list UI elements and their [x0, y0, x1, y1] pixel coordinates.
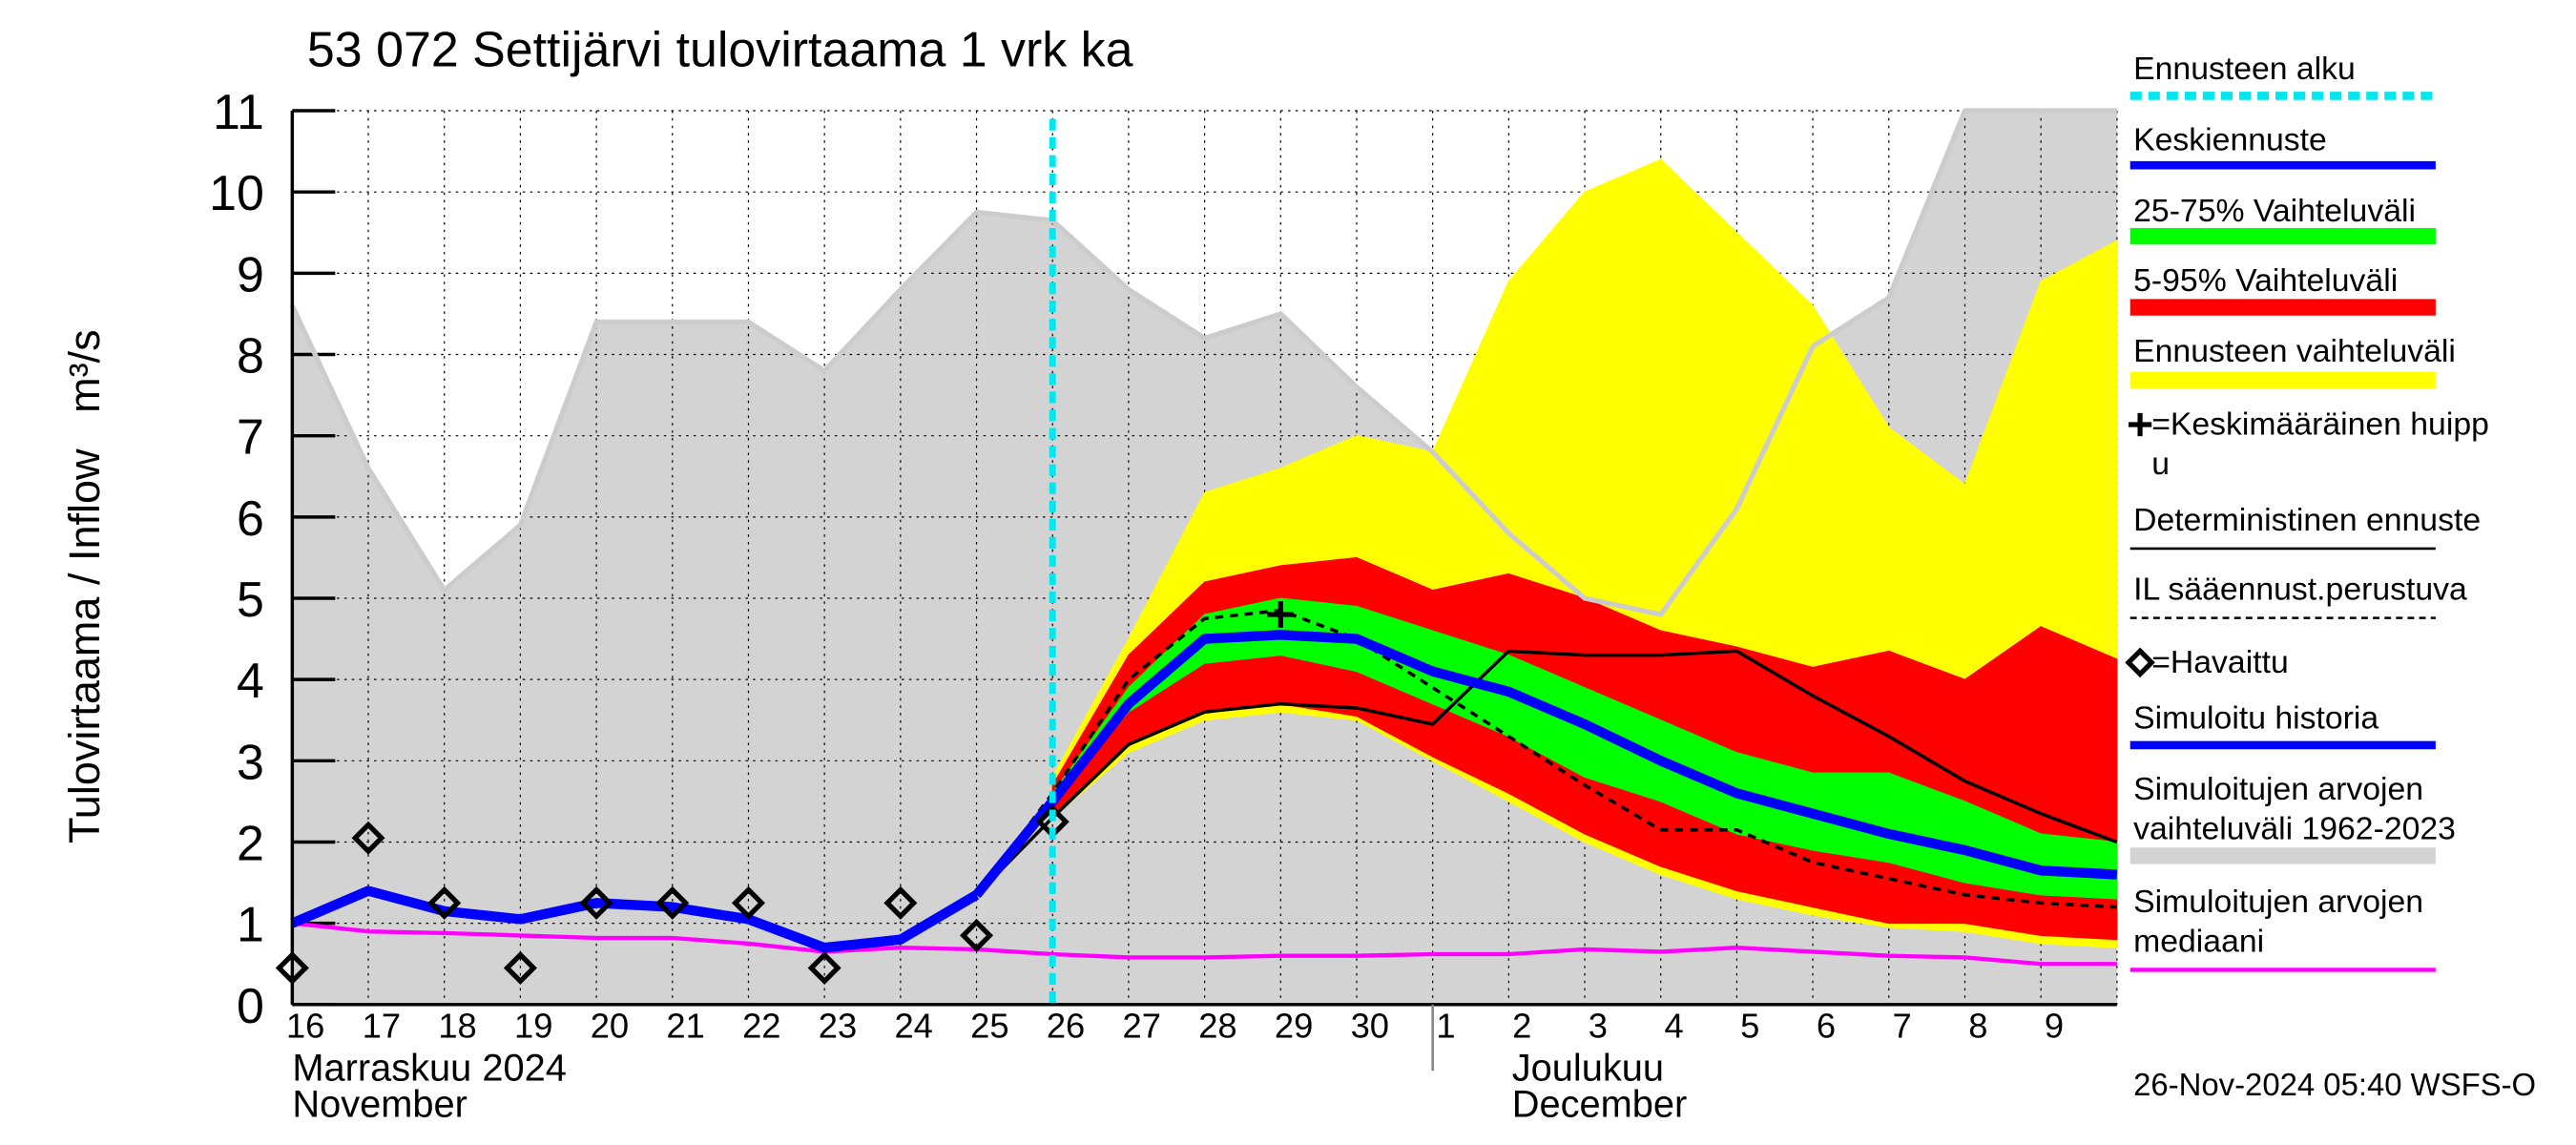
x-tick-label: 30: [1351, 1006, 1389, 1045]
month-label: Joulukuu: [1512, 1047, 1664, 1089]
legend-label: =Havaittu: [2151, 644, 2289, 681]
legend-label: Simuloitujen arvojen mediaani: [2133, 884, 2424, 961]
x-tick-label: 19: [514, 1006, 552, 1045]
mean-forecast-line: [972, 630, 2118, 899]
legend-entry: Keskiennuste: [2133, 122, 2327, 159]
legend-entry: =Keskimääräinen huippu: [2151, 406, 2489, 483]
x-tick-label: 2: [1512, 1006, 1531, 1045]
y-tick-label: 10: [209, 166, 264, 221]
legend-entry: Simuloitujen arvojen mediaani: [2133, 884, 2424, 961]
x-tick-label: 24: [894, 1006, 932, 1045]
legend-label: Keskiennuste: [2133, 122, 2327, 159]
observed-marker: [351, 821, 385, 855]
x-tick-label: 8: [1968, 1006, 1987, 1045]
y-tick-label: 4: [237, 654, 264, 709]
observed-marker: [503, 950, 537, 986]
legend-label: 5-95% Vaihteluväli: [2133, 262, 2399, 300]
legend-swatch: [2129, 299, 2436, 316]
legend-label: 25-75% Vaihteluväli: [2133, 193, 2416, 230]
legend-label: Simuloitu historia: [2133, 700, 2379, 738]
legend-entry: Ennusteen alku: [2133, 51, 2356, 88]
legend-entry: Simuloitu historia: [2133, 700, 2379, 738]
band-segment: [1051, 219, 1130, 1006]
deterministic-line: [975, 649, 2118, 897]
band-segment: [367, 466, 446, 1006]
legend-swatch: [2125, 647, 2155, 678]
legend-swatch: [2129, 371, 2436, 388]
x-tick-label: 5: [1740, 1006, 1759, 1045]
il-forecast-line: [975, 609, 2117, 909]
y-tick-label: 7: [237, 410, 264, 466]
observed-marker: [883, 885, 918, 920]
legend-label: Ennusteen vaihteluväli: [2133, 333, 2456, 370]
month-label: November: [292, 1084, 467, 1126]
range-max-line: [289, 108, 2117, 617]
simulated-history-line: [290, 885, 980, 953]
y-tick-label: 1: [237, 898, 264, 953]
peak-marker: [1267, 601, 1295, 628]
chart-title: 53 072 Settijärvi tulovirtaama 1 vrk ka: [307, 22, 1133, 77]
x-tick-label: 23: [819, 1006, 857, 1045]
observed-marker: [579, 885, 613, 920]
x-tick-label: 16: [286, 1006, 324, 1045]
x-tick-label: 22: [742, 1006, 780, 1045]
y-tick-label: 5: [237, 572, 264, 628]
x-tick-label: 21: [666, 1006, 704, 1045]
median-line: [292, 921, 2117, 967]
observed-marker: [960, 918, 994, 952]
legend-entry: Deterministinen ennuste: [2133, 502, 2482, 539]
legend-label: Ennusteen alku: [2133, 51, 2356, 88]
legend-entry: Ennusteen vaihteluväli: [2133, 333, 2456, 370]
x-tick-label: 20: [591, 1006, 629, 1045]
legend-label: Simuloitujen arvojen vaihteluväli 1962-2…: [2133, 771, 2456, 848]
x-tick-label: 28: [1198, 1006, 1236, 1045]
x-tick-label: 6: [1817, 1006, 1836, 1045]
observed-marker: [427, 885, 462, 920]
band-segment: [900, 211, 978, 1006]
legend-label: Deterministinen ennuste: [2133, 502, 2482, 539]
y-tick-label: 2: [237, 817, 264, 872]
x-tick-label: 4: [1664, 1006, 1683, 1045]
month-label: Marraskuu 2024: [292, 1047, 567, 1089]
observed-marker: [731, 885, 765, 920]
x-tick-label: 26: [1047, 1006, 1085, 1045]
y-tick-label: 0: [237, 979, 264, 1034]
y-tick-label: 8: [237, 329, 264, 385]
legend-swatch: [2128, 412, 2152, 437]
y-axis-label: Tulovirtaama / Inflow m³/s: [60, 329, 109, 843]
x-tick-label: 29: [1275, 1006, 1313, 1045]
timestamp: 26-Nov-2024 05:40 WSFS-O: [2133, 1067, 2536, 1102]
legend-entry: Simuloitujen arvojen vaihteluväli 1962-2…: [2133, 771, 2456, 848]
legend-swatch: [2129, 227, 2436, 245]
legend-entry: IL sääennust.perustuva: [2133, 572, 2467, 609]
observed-marker: [655, 885, 690, 920]
x-tick-label: 7: [1893, 1006, 1912, 1045]
y-tick-label: 9: [237, 247, 264, 302]
legend-entry: 25-75% Vaihteluväli: [2133, 193, 2416, 230]
y-tick-label: 11: [213, 85, 264, 140]
x-tick-label: 27: [1123, 1006, 1161, 1045]
legend-swatch: [2129, 847, 2436, 864]
x-tick-label: 9: [2045, 1006, 2064, 1045]
band-segment: [823, 288, 902, 1006]
x-tick-label: 17: [363, 1006, 401, 1045]
x-tick-label: 1: [1436, 1006, 1455, 1045]
legend-entry: =Havaittu: [2151, 644, 2289, 681]
x-tick-label: 25: [970, 1006, 1008, 1045]
legend-label: =Keskimääräinen huippu: [2151, 406, 2489, 483]
month-label: December: [1512, 1084, 1688, 1126]
y-tick-label: 6: [237, 491, 264, 547]
x-tick-label: 18: [438, 1006, 476, 1045]
y-tick-label: 3: [237, 735, 264, 790]
legend-label: IL sääennust.perustuva: [2133, 572, 2467, 609]
x-tick-label: 3: [1589, 1006, 1608, 1045]
legend-entry: 5-95% Vaihteluväli: [2133, 262, 2399, 300]
observed-marker: [807, 950, 841, 986]
